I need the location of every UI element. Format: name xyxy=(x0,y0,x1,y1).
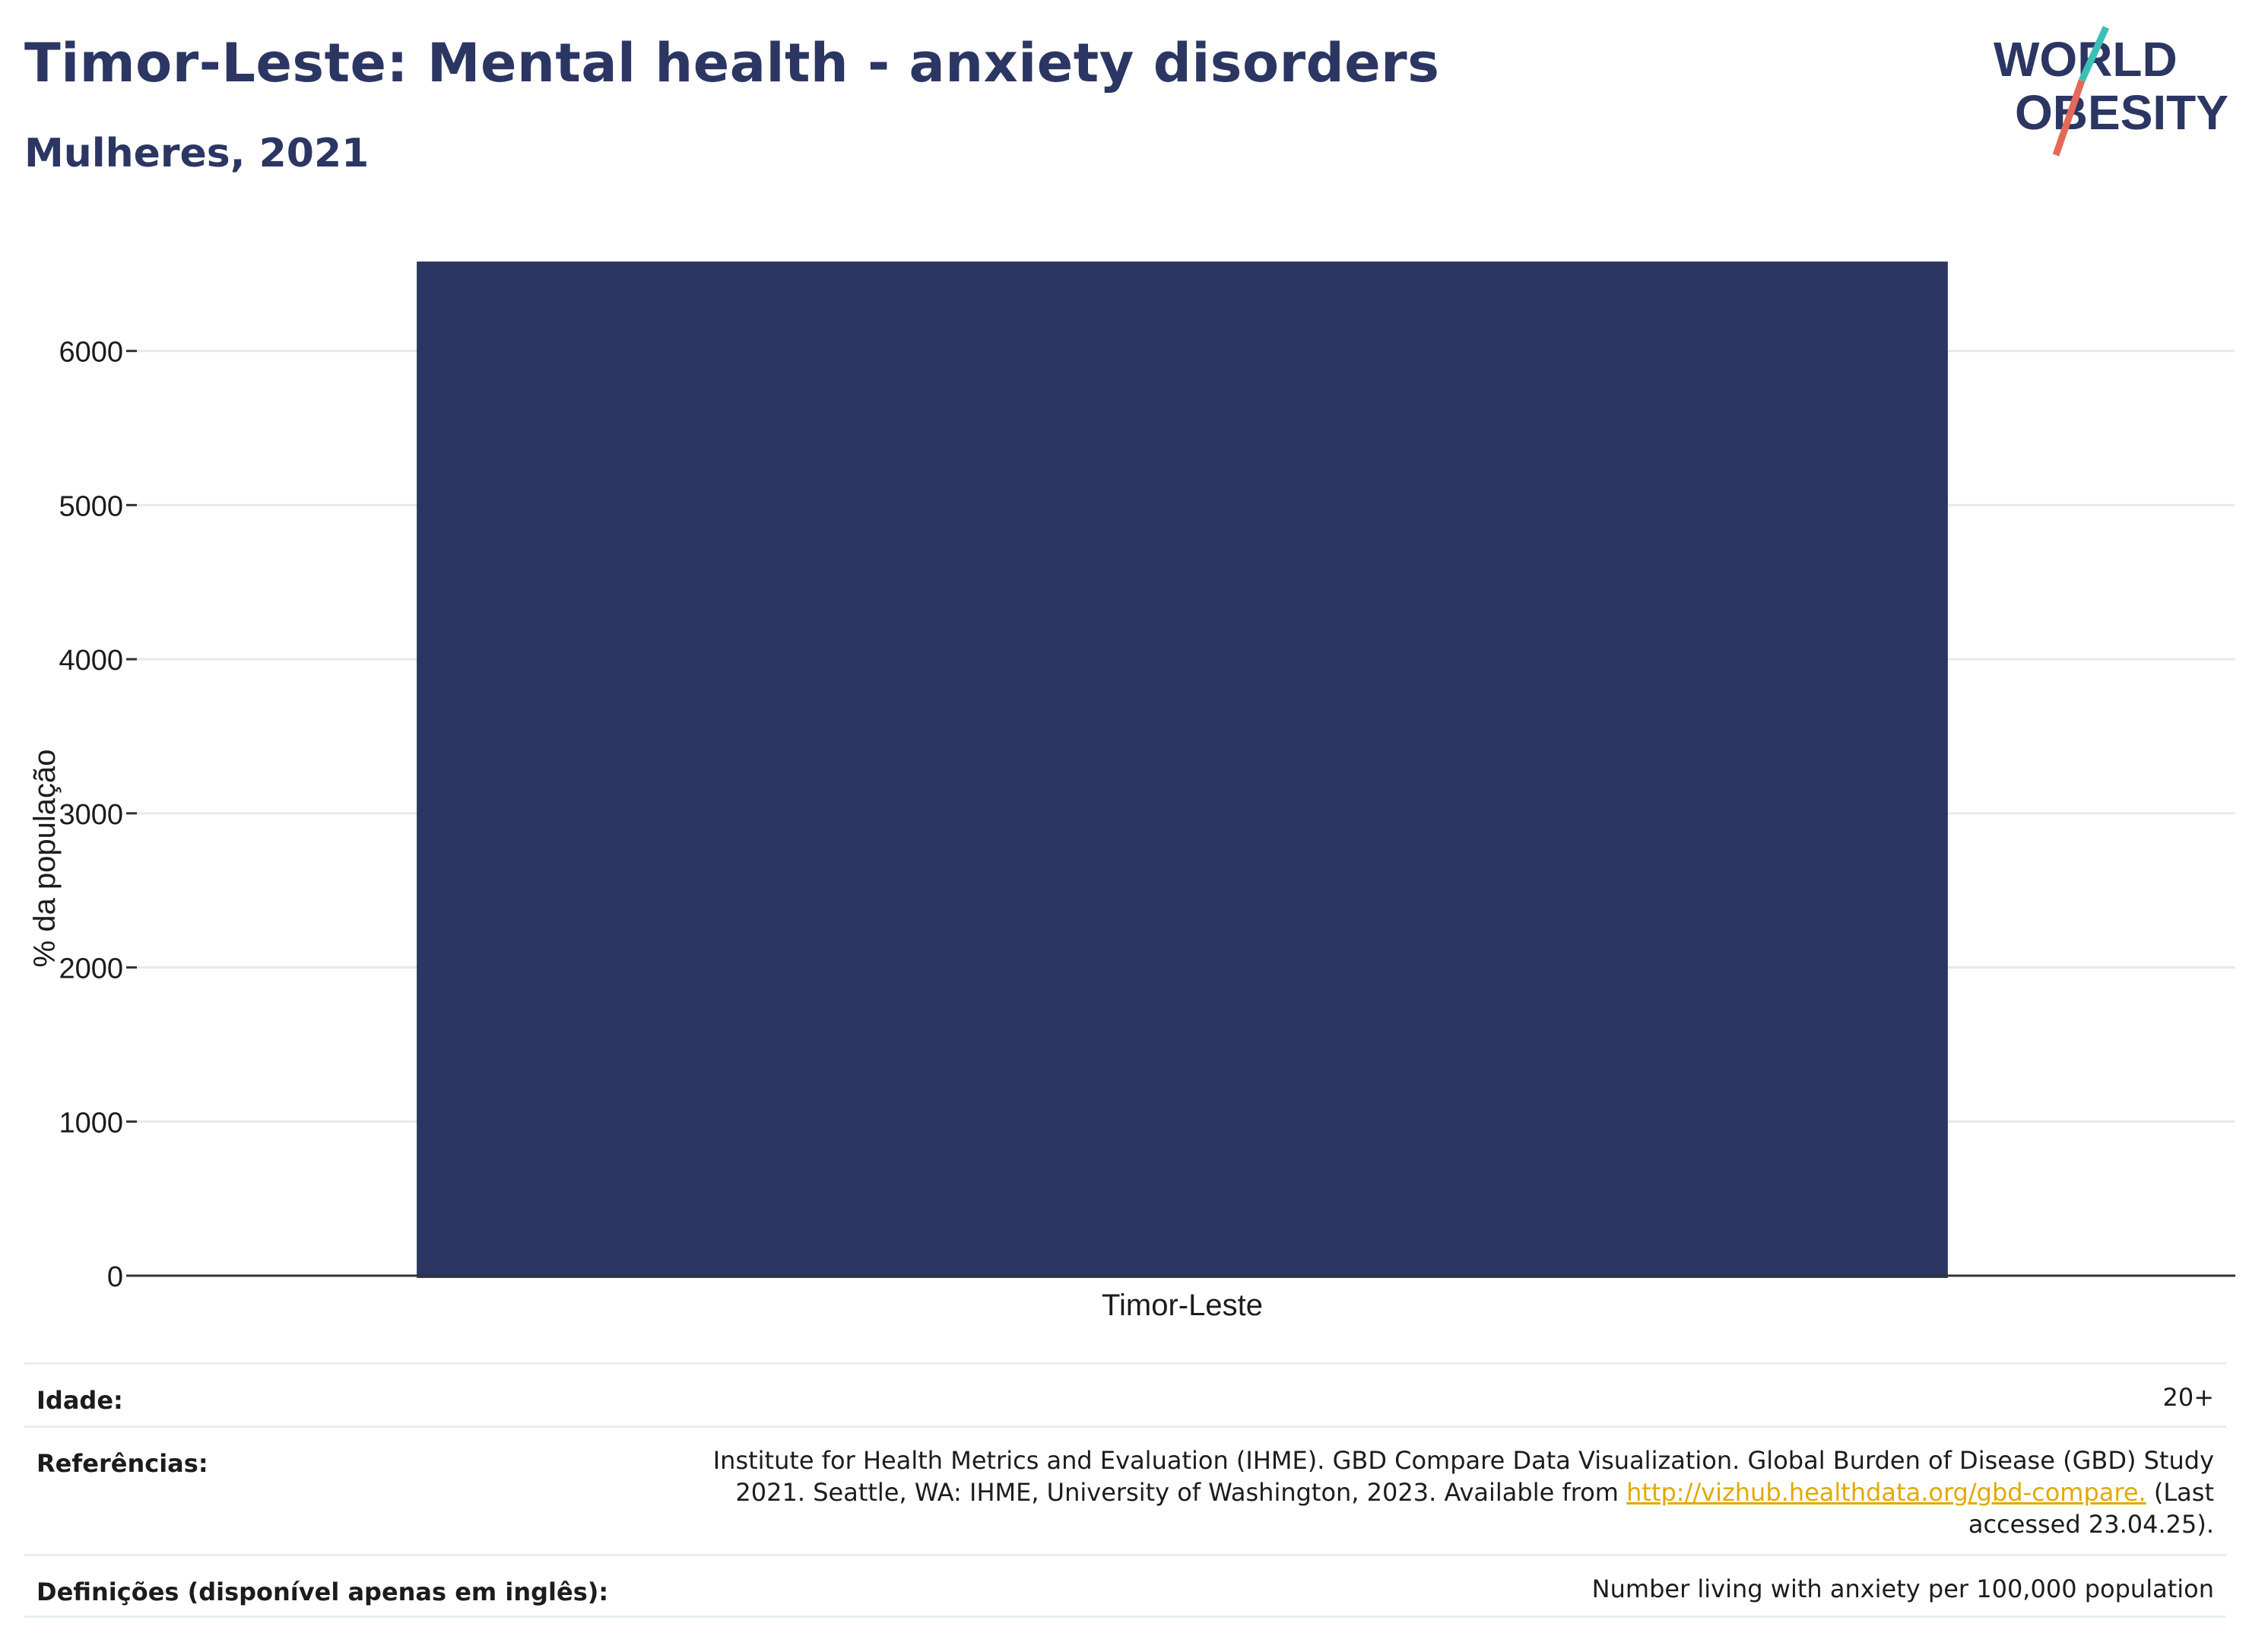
page-title: Timor-Leste: Mental health - anxiety dis… xyxy=(24,32,1440,94)
age-label: Idade: xyxy=(36,1386,123,1415)
logo-slash-bottom xyxy=(2052,79,2086,157)
info-row-definitions: Definições (disponível apenas em inglês)… xyxy=(24,1554,2226,1618)
x-tick-label: Timor-Leste xyxy=(1102,1289,1263,1322)
y-tick-label: 0 xyxy=(107,1261,123,1293)
logo-line-2: OBESITY xyxy=(2015,85,2228,140)
info-table: Idade: 20+ Referências: Institute for He… xyxy=(24,1362,2226,1618)
references-value: Institute for Health Metrics and Evaluat… xyxy=(648,1428,2214,1555)
logo-slash-top xyxy=(2078,26,2110,82)
axes: 0 1000 2000 3000 4000 5000 6000 Timor-Leste xyxy=(59,337,2235,1322)
age-value: 20+ xyxy=(2162,1383,2214,1412)
y-tick-label: 6000 xyxy=(59,337,123,369)
y-tick-label: 3000 xyxy=(59,799,123,831)
page-subtitle: Mulheres, 2021 xyxy=(24,131,370,176)
y-axis-label: % da população xyxy=(28,750,62,968)
definitions-value: Number living with anxiety per 100,000 p… xyxy=(1591,1574,2214,1603)
world-obesity-logo: WORLD OBESITY xyxy=(1994,26,2228,157)
bar-chart: 0 1000 2000 3000 4000 5000 6000 Timor-Leste % d… xyxy=(28,262,2235,1322)
definitions-label: Definições (disponível apenas em inglês)… xyxy=(36,1577,609,1606)
bars xyxy=(417,262,1948,1278)
references-text: Institute for Health Metrics and Evaluat… xyxy=(712,1446,2214,1507)
y-tick-label: 2000 xyxy=(59,953,123,985)
references-link[interactable]: http://vizhub.healthdata.org/gbd-compare… xyxy=(1626,1478,2146,1507)
y-tick-label: 4000 xyxy=(59,645,123,677)
bar xyxy=(417,262,1948,1278)
references-label: Referências: xyxy=(36,1449,208,1478)
info-row-age: Idade: 20+ xyxy=(24,1362,2226,1425)
references-text-end: (Last accessed 23.04.25). xyxy=(1968,1478,2214,1539)
info-row-references: Referências: Institute for Health Metric… xyxy=(24,1425,2226,1554)
y-tick-label: 1000 xyxy=(59,1107,123,1139)
y-tick-label: 5000 xyxy=(59,490,123,522)
